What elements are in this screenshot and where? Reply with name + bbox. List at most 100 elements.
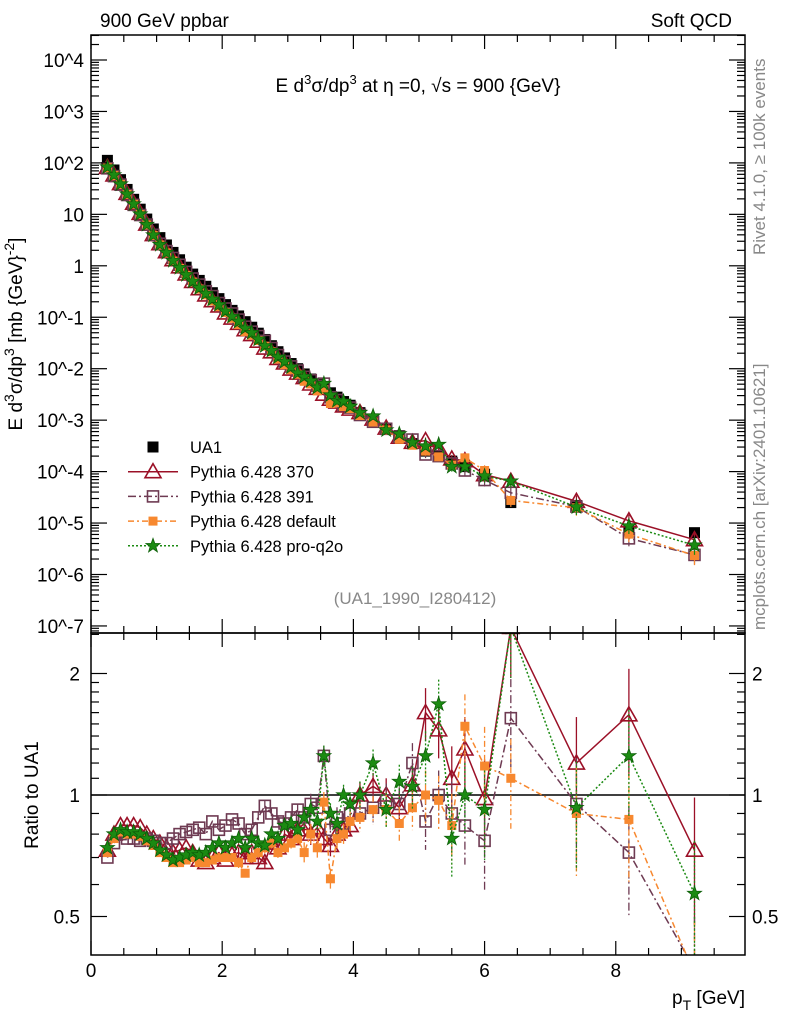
ratio-point — [394, 818, 404, 828]
ratio-point — [201, 858, 211, 868]
ratio-point — [225, 813, 239, 826]
ratio-point — [255, 852, 275, 870]
ratio-point — [476, 800, 493, 817]
ratio-point — [240, 868, 250, 878]
ratio-point — [351, 786, 369, 803]
ratio-tick-label: 0.5 — [54, 908, 80, 929]
ratio-point — [145, 834, 162, 851]
ratio-point — [302, 800, 320, 817]
x-tick-label: 8 — [610, 961, 621, 982]
series-point — [456, 457, 474, 474]
ratio-point — [175, 858, 185, 868]
ratio-point — [345, 816, 355, 826]
ratio-point — [206, 815, 219, 828]
series-point — [125, 195, 142, 212]
ratio-point — [251, 811, 265, 824]
ratio-point — [328, 814, 346, 831]
ratio-point — [207, 855, 217, 865]
ratio-point — [480, 761, 490, 771]
series-point — [325, 398, 335, 408]
ratio-point — [568, 798, 585, 815]
ratio-y-axis-label: Ratio to UA1 — [22, 741, 43, 849]
series-point — [620, 517, 638, 534]
ratio-tick-label-right: 0.5 — [752, 908, 778, 929]
ratio-point — [299, 848, 309, 858]
ratio-point — [506, 773, 516, 783]
legend-label: Pythia 6.428 default — [190, 513, 336, 531]
ratio-point — [504, 711, 518, 725]
series-point — [364, 407, 382, 424]
series-point — [394, 434, 404, 444]
series-point — [568, 498, 585, 515]
legend-label: Pythia 6.428 370 — [190, 464, 314, 482]
ratio-point — [199, 827, 213, 841]
series-point — [295, 368, 313, 384]
y-tick-label: 10^-3 — [37, 411, 84, 432]
ratio-point — [391, 772, 408, 789]
ratio-point — [341, 795, 359, 812]
series-point — [282, 358, 300, 375]
ratio-point — [456, 786, 474, 803]
x-axis-label: pT [GeV] — [672, 988, 745, 1013]
series-point — [391, 425, 408, 442]
ratio-point — [434, 795, 444, 805]
ratio-point — [501, 633, 521, 635]
y-tick-label: 10^2 — [43, 154, 84, 175]
series-point — [351, 403, 369, 420]
series-point — [686, 536, 703, 553]
ratio-point — [404, 777, 421, 794]
ratio-point — [377, 800, 395, 817]
ratio-point — [689, 964, 700, 975]
y-tick-label: 10^-6 — [37, 566, 84, 587]
ratio-point — [186, 823, 199, 837]
ratio-point — [109, 834, 119, 844]
ratio-point — [194, 858, 204, 868]
ratio-point — [293, 834, 303, 844]
ratio-point — [102, 848, 112, 858]
series-point — [184, 272, 201, 289]
y-tick-label: 10 — [63, 205, 84, 226]
legend-item: Pythia 6.428 370 — [128, 462, 314, 482]
series-point — [434, 452, 444, 462]
series-point — [263, 341, 280, 358]
ratio-point — [389, 798, 409, 815]
header-left: 900 GeV ppbar — [100, 11, 230, 32]
ratio-point — [247, 853, 257, 863]
series-point — [421, 446, 431, 456]
ratio-point — [188, 853, 198, 863]
series-point — [506, 495, 516, 505]
legend-marker — [148, 516, 158, 526]
ratio-point — [363, 776, 383, 794]
ratio-point — [321, 835, 340, 853]
ratio-point — [447, 821, 457, 831]
ratio-point — [173, 827, 186, 841]
ratio-point — [571, 808, 581, 818]
series-point — [151, 235, 169, 252]
y-tick-label: 10^-1 — [37, 308, 84, 329]
x-tick-label: 0 — [86, 961, 97, 982]
ratio-point — [355, 812, 365, 822]
ratio-point — [253, 848, 263, 858]
series-point — [112, 175, 129, 192]
series-point — [99, 158, 116, 175]
series-point — [105, 166, 123, 182]
series-point — [197, 284, 215, 301]
ratio-point — [220, 853, 230, 863]
ratio-point — [368, 805, 378, 815]
legend-item: Pythia 6.428 391 — [128, 488, 314, 506]
legend-label: Pythia 6.428 pro-q2o — [190, 538, 343, 556]
header-right: Soft QCD — [651, 11, 732, 32]
rivet-version-label: Rivet 4.1.0, ≥ 100k events — [750, 59, 769, 255]
series-point — [289, 364, 306, 381]
series-point — [341, 397, 359, 414]
series-point — [210, 296, 228, 312]
y-tick-label: 10^-7 — [37, 617, 84, 638]
ratio-point — [99, 839, 116, 855]
legend-marker-ua1 — [147, 441, 159, 453]
series-point — [171, 258, 188, 275]
legend-marker — [146, 490, 160, 503]
series-point — [460, 453, 470, 463]
ratio-point — [619, 705, 639, 722]
legend: UA1 Pythia 6.428 370 Pythia 6.428 391 Pythi… — [128, 439, 343, 556]
